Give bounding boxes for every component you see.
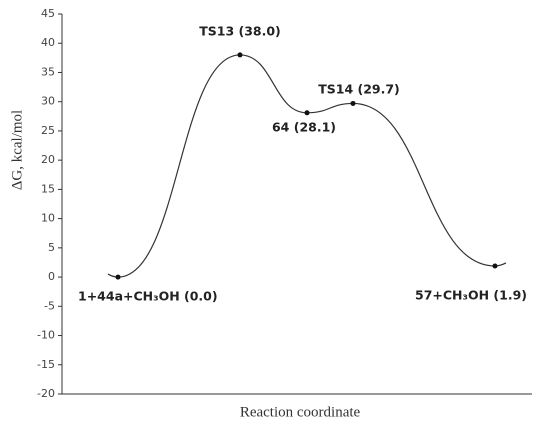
point-label: 64 (28.1): [272, 120, 336, 135]
energy-point: [304, 110, 310, 116]
profile-curve: [117, 54, 496, 278]
y-tick-label: -20: [37, 387, 55, 400]
energy-point: [115, 274, 121, 280]
point-label: TS14 (29.7): [318, 82, 400, 97]
y-tick-label: -5: [44, 299, 55, 312]
y-tick-label: 40: [41, 36, 55, 49]
y-tick-label: 30: [41, 95, 55, 108]
y-tick-label: -15: [37, 358, 55, 371]
y-tick-label: 0: [48, 270, 55, 283]
y-tick-label: 25: [41, 124, 55, 137]
y-axis-title: ΔG, kcal/mol: [9, 110, 25, 190]
y-tick-label: 20: [41, 153, 55, 166]
energy-point: [237, 52, 243, 58]
y-tick-label: 15: [41, 182, 55, 195]
point-label: TS13 (38.0): [199, 24, 281, 39]
y-tick-label: 10: [41, 212, 55, 225]
energy-point: [350, 100, 356, 106]
y-tick-label: 45: [41, 7, 55, 20]
y-tick-label: 35: [41, 65, 55, 78]
y-tick-label: 5: [48, 241, 55, 254]
energy-point: [492, 263, 498, 269]
point-label: 1+44a+CH₃OH (0.0): [78, 289, 218, 304]
x-axis-title: Reaction coordinate: [240, 404, 361, 420]
point-label: 57+CH₃OH (1.9): [415, 288, 527, 303]
y-tick-label: -10: [37, 329, 55, 342]
